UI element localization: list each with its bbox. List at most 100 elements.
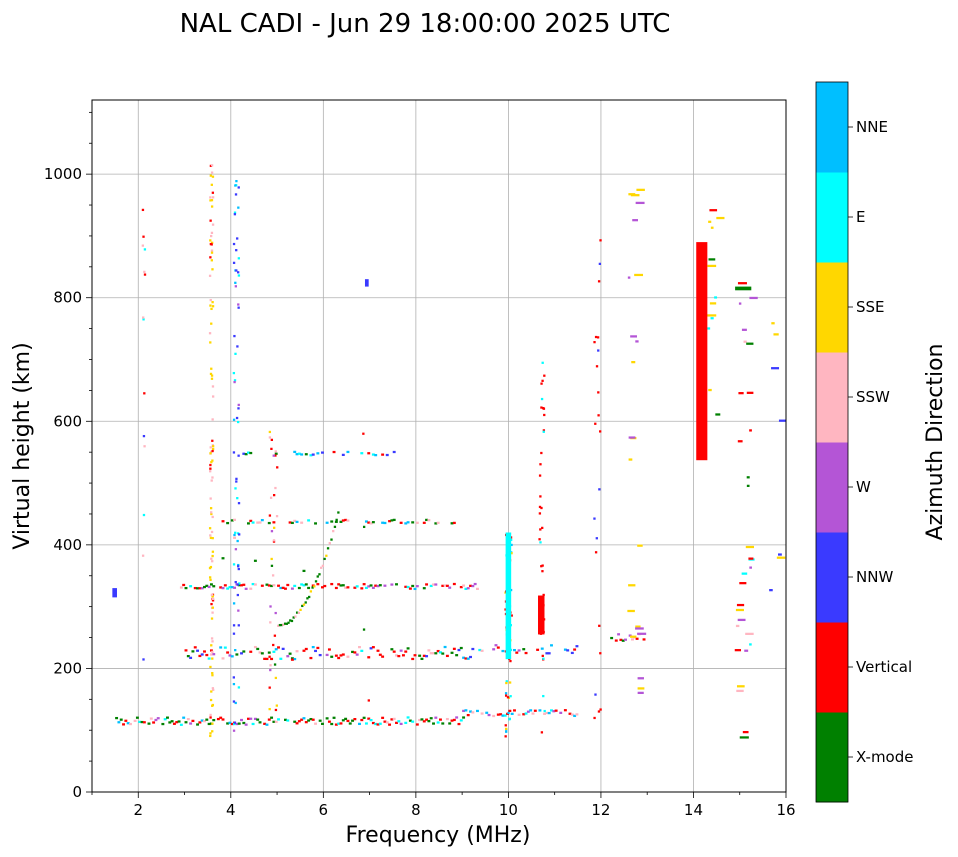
echo-point bbox=[211, 439, 214, 442]
echo-point bbox=[210, 259, 213, 262]
echo-point bbox=[635, 627, 644, 630]
echo-point bbox=[594, 693, 597, 696]
echo-point bbox=[142, 721, 146, 724]
colorbar-tick-label: E bbox=[856, 208, 865, 226]
echo-point bbox=[318, 653, 322, 657]
echo-point bbox=[228, 721, 232, 724]
echo-point bbox=[707, 264, 717, 268]
echo-point bbox=[499, 713, 503, 716]
colorbar-tick-label: X-mode bbox=[856, 748, 913, 766]
echo-point bbox=[237, 584, 241, 587]
echo-point bbox=[302, 717, 306, 720]
echo-point bbox=[210, 653, 213, 656]
echo-point bbox=[186, 718, 190, 721]
echo-point bbox=[542, 407, 546, 410]
echo-point bbox=[538, 538, 541, 541]
echo-point bbox=[597, 391, 600, 394]
echo-point bbox=[406, 716, 410, 719]
echo-point bbox=[367, 452, 371, 455]
echo-point bbox=[143, 445, 146, 448]
echo-point bbox=[233, 211, 237, 214]
echo-point bbox=[142, 235, 145, 238]
echo-point bbox=[236, 345, 239, 348]
echo-point bbox=[168, 721, 172, 724]
echo-point bbox=[253, 583, 257, 586]
echo-point bbox=[540, 406, 543, 409]
echo-point bbox=[541, 564, 544, 567]
echo-point bbox=[211, 418, 214, 421]
echo-point bbox=[263, 722, 267, 725]
echo-point bbox=[235, 480, 238, 483]
echo-point bbox=[406, 585, 410, 589]
echo-point bbox=[232, 451, 236, 454]
echo-point bbox=[341, 719, 345, 722]
x-tick-label: 10 bbox=[499, 801, 518, 819]
echo-point bbox=[115, 716, 119, 720]
echo-point bbox=[439, 651, 442, 654]
echo-point bbox=[637, 677, 644, 680]
echo-point bbox=[563, 648, 567, 651]
echo-point bbox=[226, 651, 230, 654]
echo-point bbox=[276, 466, 279, 469]
echo-point bbox=[631, 638, 634, 641]
echo-point bbox=[328, 542, 331, 545]
echo-point bbox=[566, 649, 570, 652]
echo-point bbox=[256, 718, 260, 721]
echo-point bbox=[210, 183, 213, 186]
echo-point bbox=[418, 718, 422, 722]
echo-point bbox=[249, 587, 253, 590]
echo-point bbox=[209, 536, 213, 540]
echo-point bbox=[246, 717, 250, 720]
echo-point bbox=[290, 658, 294, 661]
echo-point bbox=[135, 716, 139, 719]
echo-point bbox=[211, 305, 215, 308]
echo-point bbox=[540, 731, 544, 734]
echo-point bbox=[210, 241, 214, 244]
echo-point bbox=[253, 717, 257, 721]
echo-point bbox=[209, 534, 212, 537]
echo-point bbox=[501, 714, 505, 717]
echo-point bbox=[741, 328, 747, 331]
echo-point bbox=[540, 647, 544, 650]
echo-point bbox=[457, 648, 461, 652]
echo-block bbox=[735, 286, 752, 291]
colorbar-tick-label: SSW bbox=[856, 388, 890, 406]
echo-point bbox=[716, 216, 725, 220]
echo-point bbox=[709, 209, 718, 212]
echo-point bbox=[210, 617, 214, 620]
echo-point bbox=[494, 644, 498, 647]
echo-point bbox=[371, 586, 375, 589]
echo-point bbox=[364, 586, 368, 590]
echo-point bbox=[246, 522, 250, 525]
colorbar-tick-label: W bbox=[856, 478, 871, 496]
echo-point bbox=[390, 718, 394, 721]
echo-point bbox=[290, 521, 294, 525]
echo-point bbox=[182, 583, 186, 587]
echo-point bbox=[542, 593, 545, 597]
echo-point bbox=[211, 657, 214, 660]
echo-point bbox=[307, 595, 311, 599]
echo-point bbox=[210, 199, 214, 202]
echo-point bbox=[237, 567, 240, 571]
echo-point bbox=[209, 713, 212, 717]
echo-point bbox=[272, 650, 276, 653]
echo-point bbox=[455, 716, 459, 719]
echo-point bbox=[318, 573, 321, 576]
echo-point bbox=[739, 736, 749, 739]
echo-point bbox=[143, 248, 147, 251]
echo-point bbox=[330, 722, 334, 726]
echo-point bbox=[249, 451, 253, 455]
echo-point bbox=[237, 206, 240, 209]
echo-point bbox=[237, 407, 240, 410]
echo-point bbox=[232, 729, 236, 732]
echo-point bbox=[232, 676, 235, 679]
echo-point bbox=[235, 653, 239, 656]
echo-point bbox=[524, 712, 528, 715]
echo-point bbox=[635, 625, 641, 628]
echo-block bbox=[505, 532, 512, 660]
echo-point bbox=[505, 730, 508, 733]
echo-point bbox=[210, 637, 214, 640]
echo-point bbox=[575, 713, 579, 716]
echo-point bbox=[211, 476, 214, 479]
echo-point bbox=[425, 518, 429, 522]
